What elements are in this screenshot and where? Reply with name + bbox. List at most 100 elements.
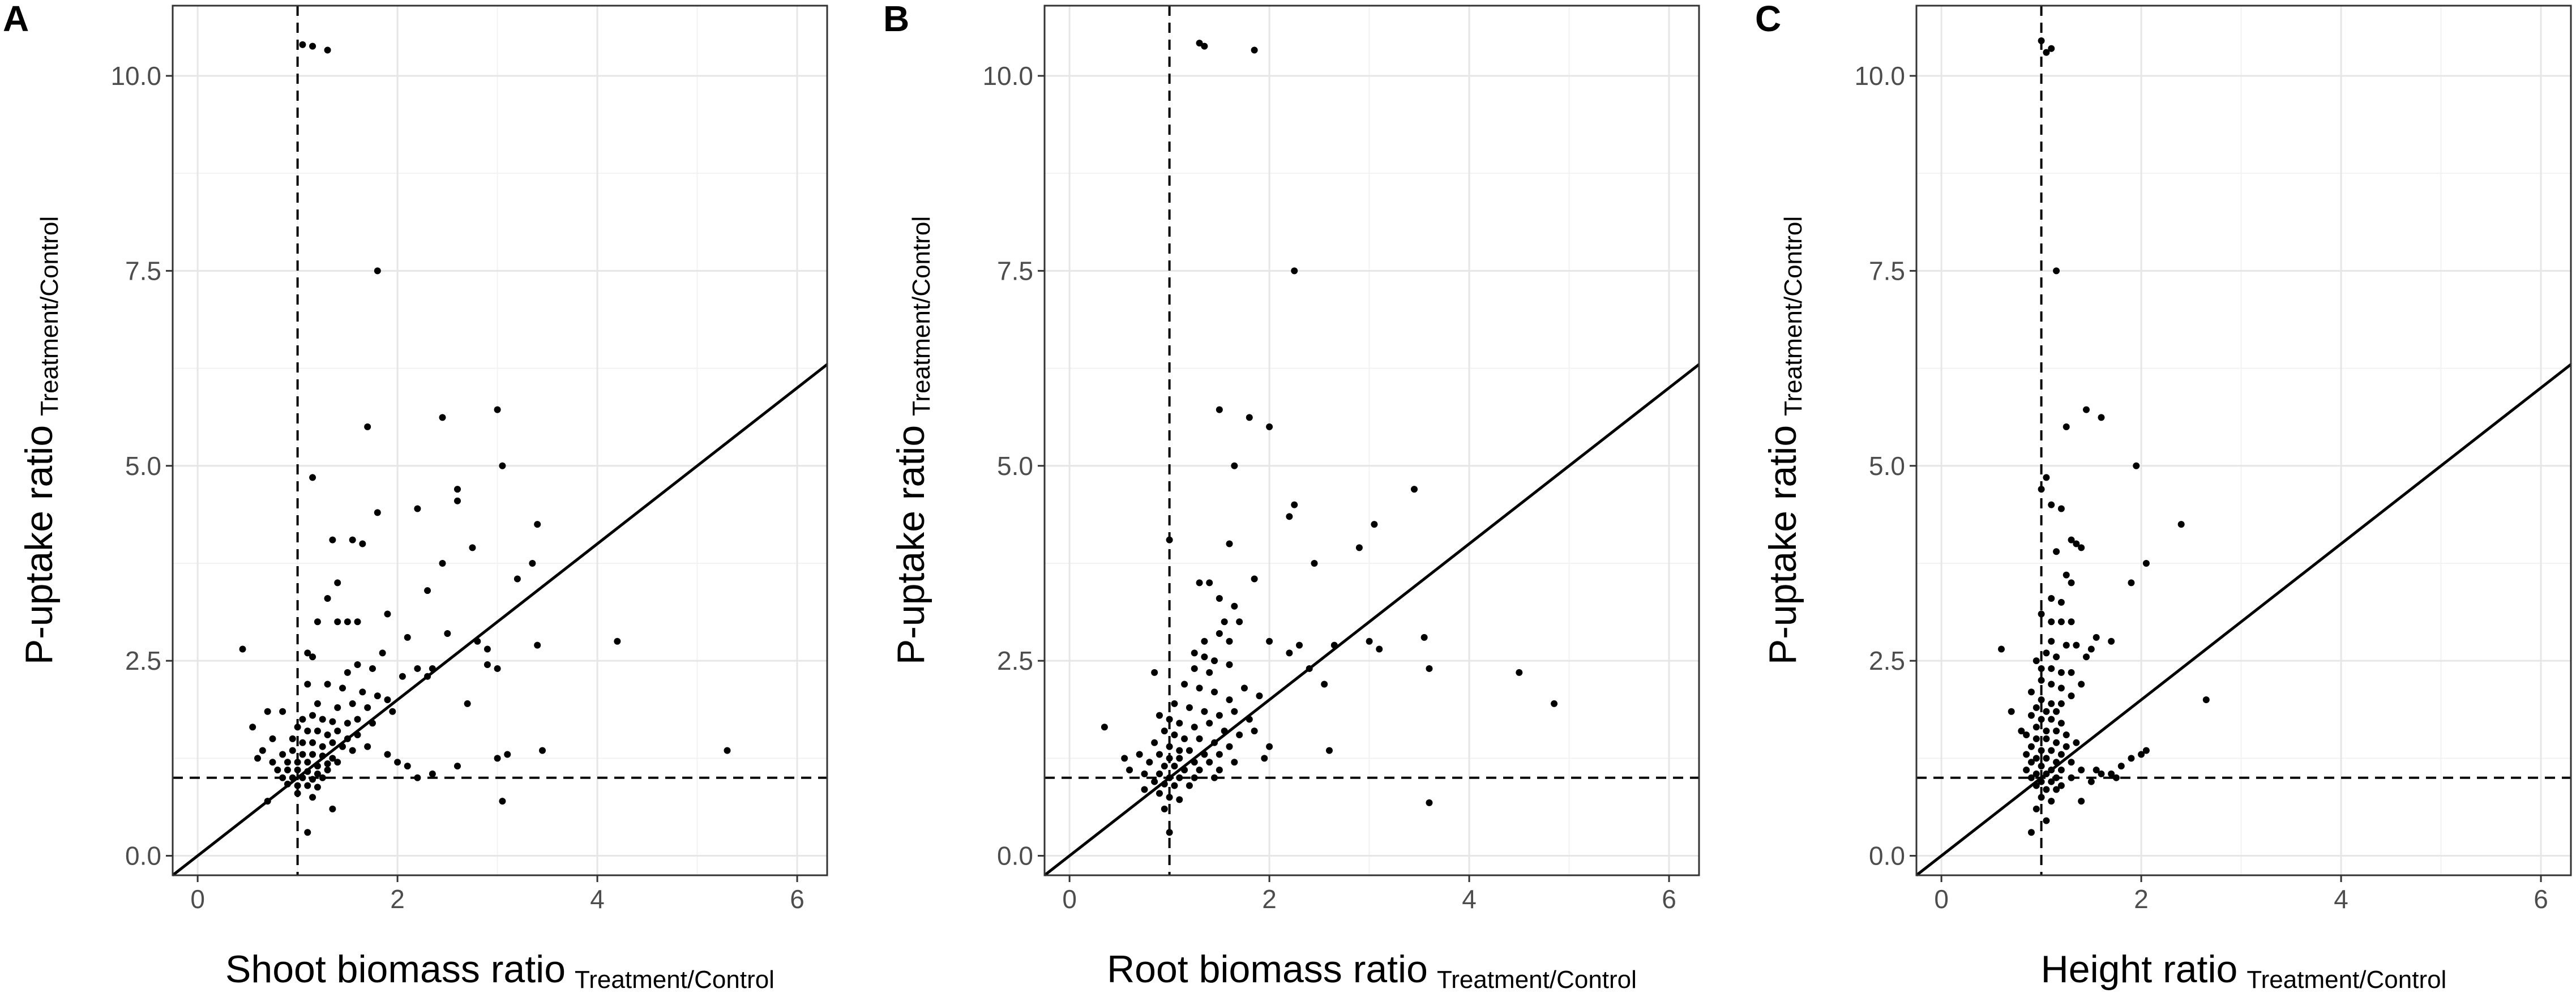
data-point xyxy=(2057,598,2065,606)
data-point xyxy=(2098,770,2105,777)
one-to-one-line xyxy=(172,363,828,876)
data-point xyxy=(614,637,621,645)
data-point xyxy=(284,759,291,766)
axis-ticks: 0 2 4 6 0.0 2.5 5.0 7.5 10.0 xyxy=(110,61,804,914)
data-point xyxy=(1166,743,1173,750)
data-point xyxy=(2027,759,2035,766)
data-point xyxy=(1551,700,1558,707)
x-axis-label: Root biomass ratio Treatment/Control xyxy=(1107,948,1637,994)
data-points xyxy=(239,41,731,836)
data-point xyxy=(1161,805,1168,812)
data-point xyxy=(354,618,361,626)
data-points xyxy=(1101,40,1558,836)
data-point xyxy=(1201,751,1208,758)
data-point xyxy=(1181,681,1188,688)
data-point xyxy=(349,536,356,544)
data-point xyxy=(2032,735,2040,742)
data-point xyxy=(453,497,461,504)
data-point xyxy=(1231,462,1238,469)
y-axis-label: P-uptake ratio Treatment/Control xyxy=(18,216,63,665)
data-point xyxy=(2133,462,2140,469)
y-tick-label: 10.0 xyxy=(1854,61,1905,91)
data-point xyxy=(339,684,346,692)
data-point xyxy=(1371,521,1378,528)
data-point xyxy=(1236,731,1243,739)
data-point xyxy=(374,692,381,700)
data-point xyxy=(304,782,311,789)
data-point xyxy=(1151,669,1158,676)
data-point xyxy=(289,774,296,781)
data-point xyxy=(2142,559,2150,567)
panel-c: C 0 2 4 6 0.0 2.5 5.0 7.5 10.0 P-uptake ratio Tre… xyxy=(1755,0,2572,994)
data-point xyxy=(374,509,381,516)
data-point xyxy=(2108,637,2115,645)
data-point xyxy=(374,267,381,275)
y-tick-label: 5.0 xyxy=(125,451,161,481)
data-point xyxy=(1426,799,1433,806)
data-point xyxy=(2032,805,2040,812)
y-tick-label: 2.5 xyxy=(997,646,1033,675)
data-point xyxy=(2053,739,2060,746)
data-point xyxy=(2038,763,2045,770)
data-point xyxy=(314,700,321,707)
x-tick-label: 6 xyxy=(2534,884,2548,914)
data-point xyxy=(2032,724,2040,731)
data-point xyxy=(299,716,306,723)
data-point xyxy=(1176,774,1183,781)
data-point xyxy=(1246,716,1253,723)
data-point xyxy=(1311,559,1318,567)
y-axis-label: P-uptake ratio Treatment/Control xyxy=(889,216,935,665)
data-point xyxy=(324,594,331,602)
data-point xyxy=(1196,735,1203,742)
data-point xyxy=(2057,700,2065,707)
data-point xyxy=(294,782,301,789)
data-point xyxy=(1226,696,1233,704)
data-point xyxy=(2027,743,2035,750)
y-tick-label: 2.5 xyxy=(1869,646,1905,675)
data-point xyxy=(349,747,356,754)
data-point xyxy=(2053,548,2060,555)
data-point xyxy=(1266,637,1273,645)
data-point xyxy=(334,618,341,626)
data-point xyxy=(453,486,461,493)
data-point xyxy=(2202,696,2210,704)
data-point xyxy=(344,669,351,676)
y-axis-label-sub: Treatment/Control xyxy=(908,216,935,416)
data-point xyxy=(439,559,446,567)
y-tick-label: 5.0 xyxy=(1869,451,1905,481)
data-point xyxy=(294,759,301,766)
y-axis-label-main: P-uptake ratio xyxy=(889,425,932,665)
data-point xyxy=(1191,724,1198,731)
data-point xyxy=(1176,720,1183,727)
data-point xyxy=(289,747,296,754)
data-point xyxy=(259,747,266,754)
data-point xyxy=(1321,681,1328,688)
data-point xyxy=(299,41,306,48)
data-point xyxy=(329,805,336,812)
x-tick-label: 0 xyxy=(190,884,205,914)
data-point xyxy=(2027,688,2035,696)
data-point xyxy=(394,759,401,766)
data-point xyxy=(2038,37,2045,44)
data-point xyxy=(2032,782,2040,789)
data-point xyxy=(1156,751,1163,758)
data-point xyxy=(2068,579,2075,587)
data-point xyxy=(2032,770,2040,777)
data-point xyxy=(1426,665,1433,672)
data-point xyxy=(529,559,536,567)
data-point xyxy=(2053,267,2060,275)
data-point xyxy=(1226,637,1233,645)
y-tick-label: 10.0 xyxy=(110,61,161,91)
data-point xyxy=(1291,267,1298,275)
data-point xyxy=(1411,486,1418,493)
data-point xyxy=(1216,406,1223,413)
data-point xyxy=(1171,731,1178,739)
data-point xyxy=(324,767,331,774)
data-point xyxy=(414,665,421,672)
data-point xyxy=(304,649,311,657)
data-point xyxy=(334,728,341,735)
data-point xyxy=(2057,751,2065,758)
data-point xyxy=(1166,755,1173,762)
data-point xyxy=(324,681,331,688)
